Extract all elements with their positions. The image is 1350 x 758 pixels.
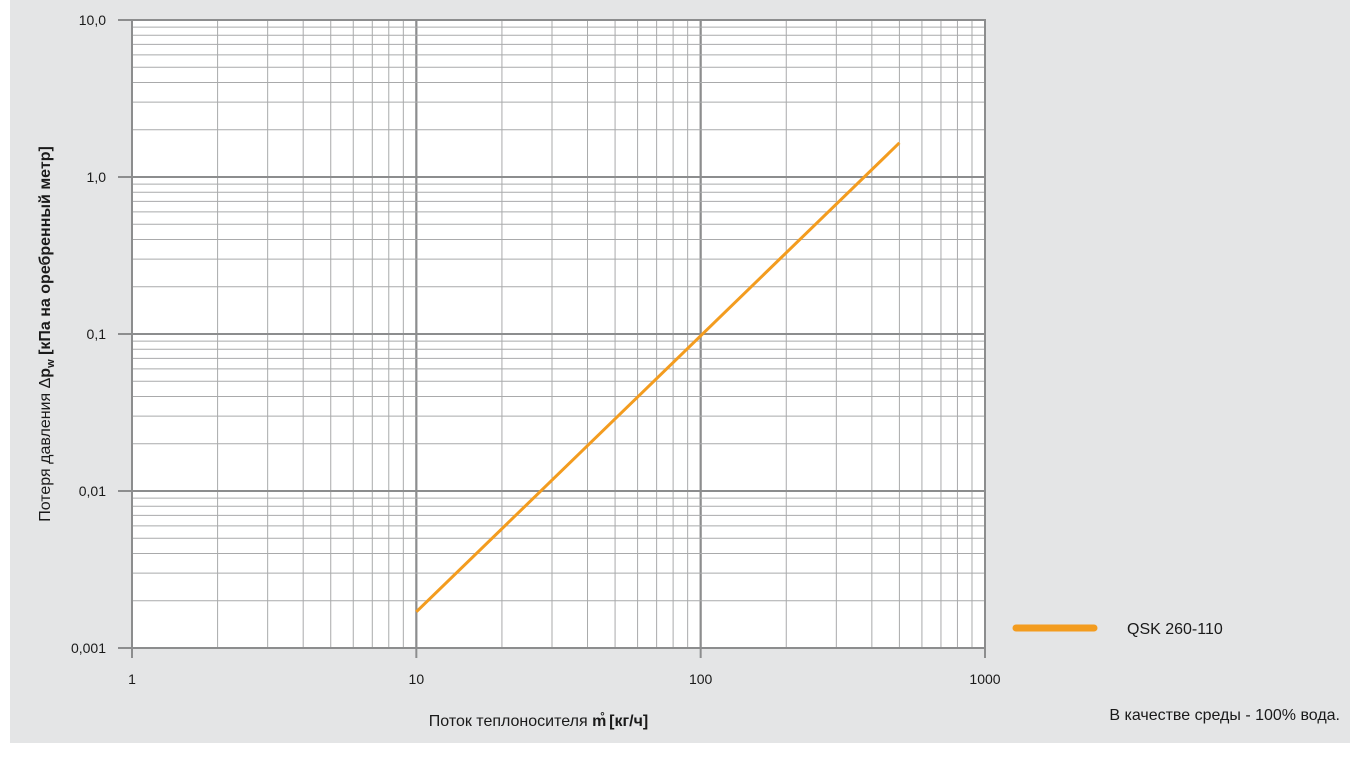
x-tick-label: 100 (689, 671, 713, 687)
y-tick-label: 10,0 (79, 12, 106, 28)
y-tick-label: 0,01 (79, 483, 106, 499)
y-axis-ticks: 10,0 1,0 0,1 0,01 0,001 (71, 12, 132, 656)
series-layer (415, 141, 901, 613)
pressure-loss-chart: 1 10 100 1000 10,0 1,0 0,1 0,01 0,001 Поток теп… (37, 12, 1223, 730)
legend: QSK 260-110 (1012, 621, 1223, 638)
chart-panel: 1 10 100 1000 10,0 1,0 0,1 0,01 0,001 Поток теп… (10, 0, 1350, 743)
legend-label: QSK 260-110 (1127, 621, 1223, 638)
x-tick-label: 1 (128, 671, 136, 687)
series-line (415, 141, 901, 613)
y-tick-label: 0,001 (71, 640, 106, 656)
x-tick-label: 10 (409, 671, 425, 687)
x-tick-label: 1000 (969, 671, 1000, 687)
grid-lines (131, 19, 986, 649)
y-tick-label: 1,0 (87, 169, 107, 185)
y-tick-label: 0,1 (87, 326, 107, 342)
x-axis-ticks: 1 10 100 1000 (128, 648, 1001, 687)
x-axis-label: Поток теплоносителя m° [кг/ч] (429, 711, 648, 730)
y-axis-label: Потеря давления Δpw [кПа на оребренный м… (37, 146, 57, 522)
footnote: В качестве среды - 100% вода. (1109, 707, 1340, 724)
